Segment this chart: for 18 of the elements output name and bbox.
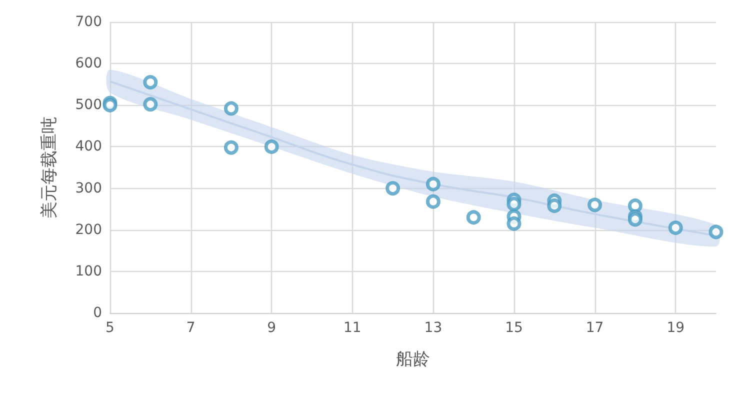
x-tick-label: 5 <box>106 320 114 336</box>
y-tick-label: 0 <box>93 305 102 321</box>
x-tick-label: 13 <box>424 320 442 336</box>
x-tick-label: 11 <box>343 320 362 336</box>
y-tick-label: 500 <box>75 97 102 114</box>
y-tick-label: 200 <box>75 222 102 238</box>
y-tick-label: 100 <box>75 263 102 280</box>
y-tick-label: 600 <box>75 56 102 72</box>
x-tick-label: 9 <box>267 320 276 336</box>
x-tick-label: 19 <box>666 320 685 336</box>
y-tick-label: 700 <box>75 14 102 30</box>
x-tick-label: 7 <box>186 320 196 336</box>
y-axis-title: 美元每载重吨 <box>40 116 60 218</box>
y-tick-label: 300 <box>75 180 102 196</box>
x-tick-label: 17 <box>586 320 604 336</box>
x-tick-label: 15 <box>505 320 523 336</box>
y-tick-label: 400 <box>75 138 102 155</box>
x-axis-title: 船龄 <box>396 350 430 370</box>
